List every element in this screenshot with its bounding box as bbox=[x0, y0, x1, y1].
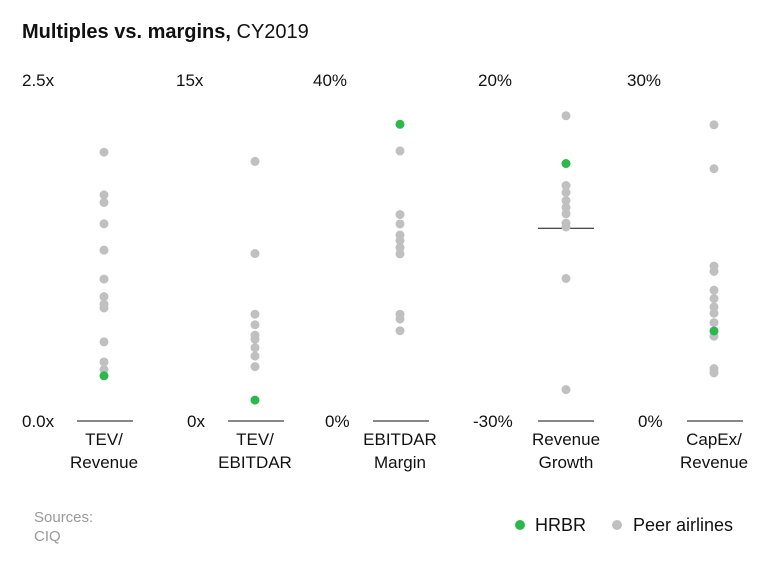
chart-title-period: CY2019 bbox=[231, 21, 309, 43]
panel-1-peer-point-2 bbox=[250, 309, 260, 319]
panel-1-peer-point-0 bbox=[250, 156, 260, 166]
panel-4-min-label: 0% bbox=[638, 412, 663, 431]
panel-0-peer-point-4 bbox=[99, 245, 109, 255]
panel-3-peer-point-2 bbox=[561, 187, 571, 197]
panel-4-peer-point-1 bbox=[709, 164, 719, 174]
panel-2-peer-point-2 bbox=[395, 219, 405, 229]
panel-2: 40% 0% EBITDAR Margin bbox=[313, 71, 437, 472]
panel-1-peer-point-5 bbox=[250, 334, 260, 344]
panel-2-label-line-1: Margin bbox=[374, 453, 426, 472]
panel-4: 30% 0% CapEx/Revenue bbox=[627, 71, 748, 472]
panel-0-peer-point-3 bbox=[99, 219, 109, 229]
panel-4-max-label: 30% bbox=[627, 71, 661, 90]
panel-2-peer-point-6 bbox=[395, 249, 405, 259]
panel-1-peer-point-3 bbox=[250, 320, 260, 330]
panel-1-label-line-1: EBITDAR bbox=[218, 453, 292, 472]
panel-1: 15x 0x TEV/EBITDAR bbox=[176, 71, 292, 472]
panel-3-peer-point-8 bbox=[561, 273, 571, 283]
panel-0-peer-point-10 bbox=[99, 357, 109, 367]
panel-4-peer-point-7 bbox=[709, 308, 719, 318]
panel-0-peer-point-2 bbox=[99, 197, 109, 207]
panel-0-peer-point-5 bbox=[99, 274, 109, 284]
legend: HRBR Peer airlines bbox=[515, 515, 733, 535]
panel-4-peer-point-4 bbox=[709, 285, 719, 295]
panel-3-min-label: -30% bbox=[473, 412, 513, 431]
panel-2-peer-point-0 bbox=[395, 146, 405, 156]
panel-1-peer-point-1 bbox=[250, 249, 260, 259]
panel-1-peer-point-6 bbox=[250, 343, 260, 353]
legend-peer-label: Peer airlines bbox=[633, 515, 733, 535]
panel-0: 2.5x 0.0x TEV/Revenue bbox=[22, 71, 138, 472]
panel-1-hrbr-point bbox=[250, 395, 260, 405]
panel-0-peer-point-0 bbox=[99, 147, 109, 157]
panel-4-label-line-0: CapEx/ bbox=[686, 430, 742, 449]
panel-4-peer-point-11 bbox=[709, 368, 719, 378]
panel-1-max-label: 15x bbox=[176, 71, 204, 90]
panel-0-peer-point-6 bbox=[99, 292, 109, 302]
panel-3-peer-point-9 bbox=[561, 385, 571, 395]
panel-4-peer-point-8 bbox=[709, 318, 719, 328]
panel-2-min-label: 0% bbox=[325, 412, 350, 431]
panel-0-label-line-1: Revenue bbox=[70, 453, 138, 472]
panel-0-peer-point-8 bbox=[99, 303, 109, 313]
source-line-2: CIQ bbox=[34, 528, 61, 545]
panels: 2.5x 0.0x TEV/Revenue 15x 0x TEV/EBITDAR 40% 0%… bbox=[22, 71, 748, 472]
panel-2-peer-point-5 bbox=[395, 243, 405, 253]
panel-2-hrbr-point bbox=[395, 119, 405, 129]
legend-hrbr-marker bbox=[515, 520, 525, 530]
panel-1-label-line-0: TEV/ bbox=[236, 430, 274, 449]
panel-3-label-line-0: Revenue bbox=[532, 430, 600, 449]
panel-2-peer-point-1 bbox=[395, 210, 405, 220]
panel-2-label-line-0: EBITDAR bbox=[363, 430, 437, 449]
panel-1-peer-point-7 bbox=[250, 351, 260, 361]
panel-3-max-label: 20% bbox=[478, 71, 512, 90]
panel-2-peer-point-9 bbox=[395, 326, 405, 336]
panel-3-label-line-1: Growth bbox=[539, 453, 594, 472]
panel-0-hrbr-point bbox=[99, 371, 109, 381]
panel-4-label-line-1: Revenue bbox=[680, 453, 748, 472]
panel-4-peer-point-3 bbox=[709, 266, 719, 276]
panel-2-peer-point-8 bbox=[395, 314, 405, 324]
panel-3-hrbr-point bbox=[561, 159, 571, 169]
panel-3-peer-point-4 bbox=[561, 202, 571, 212]
chart-title: Multiples vs. margins, CY2019 bbox=[22, 21, 309, 43]
panel-0-label-line-0: TEV/ bbox=[85, 430, 123, 449]
panel-4-peer-point-6 bbox=[709, 302, 719, 312]
legend-peer-marker bbox=[612, 520, 622, 530]
panel-1-peer-point-8 bbox=[250, 362, 260, 372]
panel-2-max-label: 40% bbox=[313, 71, 347, 90]
panel-3-peer-point-5 bbox=[561, 209, 571, 219]
source-line-1: Sources: bbox=[34, 509, 93, 526]
panel-4-peer-point-5 bbox=[709, 294, 719, 304]
panel-0-min-label: 0.0x bbox=[22, 412, 55, 431]
panel-3-peer-point-3 bbox=[561, 196, 571, 206]
panel-3: 20% -30% Revenue Growth bbox=[473, 71, 600, 472]
panel-3-peer-point-1 bbox=[561, 181, 571, 190]
panel-3-peer-point-0 bbox=[561, 111, 571, 121]
panel-4-peer-point-0 bbox=[709, 120, 719, 130]
panel-0-peer-point-1 bbox=[99, 190, 109, 200]
panel-4-hrbr-point bbox=[709, 326, 719, 336]
panel-2-peer-point-4 bbox=[395, 235, 405, 245]
legend-hrbr-label: HRBR bbox=[535, 515, 586, 535]
panel-1-min-label: 0x bbox=[187, 412, 205, 431]
panel-0-peer-point-11 bbox=[99, 365, 109, 375]
panel-0-peer-point-9 bbox=[99, 337, 109, 347]
panel-0-max-label: 2.5x bbox=[22, 71, 55, 90]
panel-3-peer-point-7 bbox=[561, 222, 571, 232]
chart-title-bold: Multiples vs. margins, bbox=[22, 21, 231, 43]
